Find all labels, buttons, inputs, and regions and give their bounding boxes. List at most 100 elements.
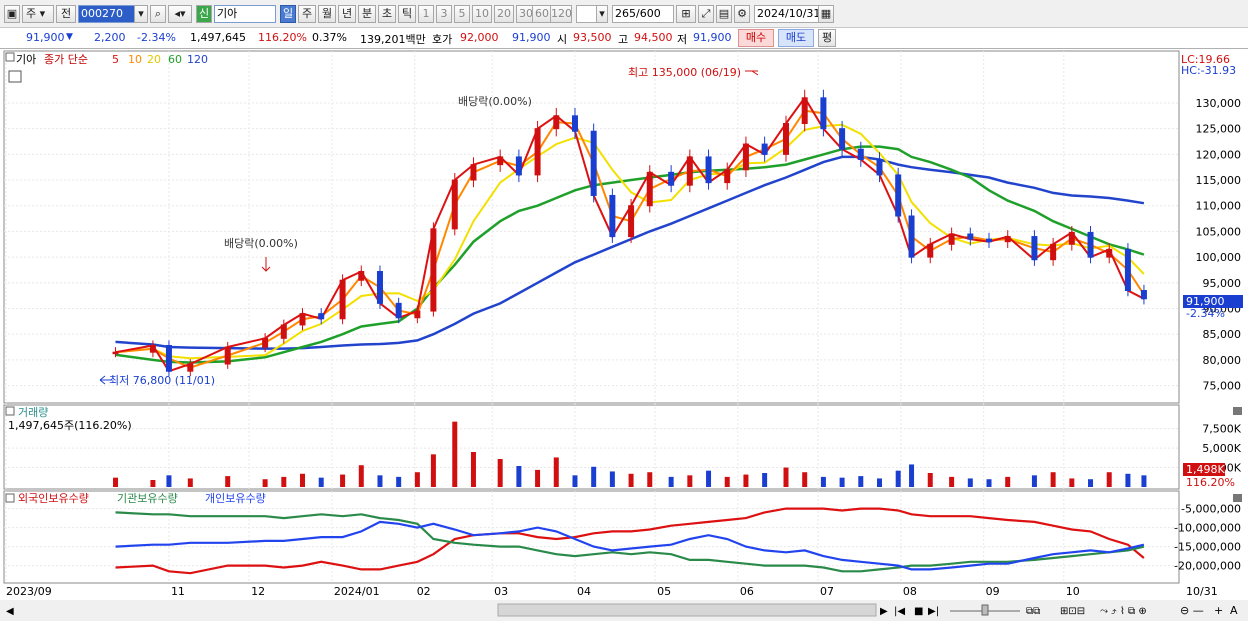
volume-menu-icon[interactable] (5, 406, 15, 416)
holder-tick-label: -15,000,000 (1174, 541, 1241, 554)
buy-button[interactable]: 매수 (738, 29, 774, 47)
candle-body (646, 171, 653, 207)
scroll-right-icon[interactable]: ▶ (880, 606, 888, 617)
zoom-slider-handle[interactable] (981, 604, 989, 616)
volume-bar (225, 476, 231, 487)
minute-1[interactable]: 1 (418, 5, 434, 23)
stock-name-field[interactable]: 기아 (214, 5, 276, 23)
draw-tool-icon[interactable]: ⤢ (698, 5, 714, 23)
volume-close-icon[interactable] (1233, 407, 1242, 415)
nav-first-icon[interactable]: |◀ (894, 606, 905, 617)
minute-120[interactable]: 120 (550, 5, 572, 23)
price-tick-label: 80,000 (1203, 354, 1242, 367)
candle-body (948, 233, 955, 245)
date-field[interactable]: 2024/10/31 (754, 5, 824, 23)
minute-dropdown-icon[interactable]: ▾ (596, 5, 608, 23)
volume-bar (909, 464, 915, 487)
date-tick-label: 09 (986, 585, 1000, 598)
date-tick-label: 05 (657, 585, 671, 598)
candle-body (742, 143, 749, 171)
volume-bar (1141, 475, 1147, 487)
ma-legend-10: 10 (128, 53, 142, 66)
dividend-arrow-icon (261, 257, 271, 272)
minute-60[interactable]: 60 (532, 5, 552, 23)
candle-body (908, 215, 915, 258)
last-volume-label: 1,498K (1186, 463, 1225, 476)
minute-10[interactable]: 10 (472, 5, 492, 23)
speaker-icon[interactable]: ◂▾ (168, 5, 192, 23)
gear-icon[interactable]: ⚙ (734, 5, 750, 23)
volume-bar (430, 454, 436, 487)
sell-button[interactable]: 매도 (778, 29, 814, 47)
code-input[interactable]: 000270 (78, 5, 136, 23)
candle-body (590, 130, 597, 196)
count-field[interactable]: 265/600 (612, 5, 674, 23)
date-tick-label: 12 (251, 585, 265, 598)
period-day[interactable]: 일 (280, 5, 296, 23)
candle-type-icon[interactable]: ⊞ (676, 5, 696, 23)
drawing-tools-icon[interactable]: ⤳ ⤴ ⌇ ⧉ ⊕ (1100, 606, 1147, 617)
window-icon[interactable]: ▣ (4, 5, 20, 23)
holder-line-2 (115, 520, 1145, 571)
period-year[interactable]: 년 (338, 5, 356, 23)
volume-bar (895, 470, 901, 487)
scrollbar-thumb[interactable] (497, 603, 877, 617)
nav-last-icon[interactable]: ▶| (928, 606, 939, 617)
volume-bar (452, 421, 458, 487)
chart-area[interactable]: 130,000125,000120,000115,000110,000105,0… (0, 49, 1248, 621)
volume-bar (591, 466, 597, 487)
code-dropdown-icon[interactable]: ▾ (134, 5, 148, 23)
market-select[interactable]: 주 ▾ (22, 5, 54, 23)
calendar-icon[interactable]: ▦ (818, 5, 834, 23)
candle-body (1106, 248, 1113, 258)
price-tick-label: 100,000 (1196, 251, 1242, 264)
layout-icon[interactable]: ⧉⧉ (1026, 606, 1040, 617)
volume-bar (743, 474, 749, 487)
toolset-icon[interactable]: ⊞⊡⊟ (1060, 606, 1085, 617)
volume-bar (535, 469, 541, 487)
volume-bar (609, 471, 615, 487)
date-tick-label: 04 (577, 585, 591, 598)
zoom-out-icon[interactable]: ⊖ — (1180, 604, 1204, 617)
volume-bar (377, 475, 383, 487)
low-annotation: 최저 76,800 (11/01) (109, 374, 215, 387)
period-week[interactable]: 주 (298, 5, 316, 23)
ma-line-10 (115, 109, 1145, 369)
volume-bar (414, 472, 420, 487)
period-tick[interactable]: 틱 (398, 5, 416, 23)
volume-bar (858, 476, 864, 487)
hc-label: HC:-31.93 (1181, 64, 1236, 77)
holder-menu-icon[interactable] (5, 493, 15, 503)
candle-body (686, 156, 693, 186)
holder-close-icon[interactable] (1233, 494, 1242, 502)
candle-body (668, 171, 675, 186)
market-select-label: 주 (26, 7, 37, 20)
price-tick-label: 115,000 (1196, 174, 1242, 187)
eval-button[interactable]: 평 (818, 29, 836, 47)
minute-20[interactable]: 20 (494, 5, 514, 23)
period-month[interactable]: 월 (318, 5, 336, 23)
zoom-in-icon[interactable]: + (1214, 604, 1223, 617)
scroll-left-icon[interactable]: ◀ (6, 606, 14, 617)
minute-5[interactable]: 5 (454, 5, 470, 23)
save-icon[interactable]: ▤ (716, 5, 732, 23)
low-marker-icon (99, 375, 112, 385)
text-size-icon[interactable]: A (1230, 604, 1238, 617)
minute-3[interactable]: 3 (436, 5, 452, 23)
date-tick-label: 06 (740, 585, 754, 598)
period-minute[interactable]: 분 (358, 5, 376, 23)
volume-bar (820, 476, 826, 487)
table-toggle-icon[interactable] (8, 70, 22, 83)
search-icon[interactable]: ⌕ (150, 5, 166, 23)
volume-bar (628, 473, 634, 487)
candle-body (857, 148, 864, 160)
ma-legend-prefix: 종가 단순 (44, 53, 88, 66)
stop-icon[interactable]: ■ (914, 606, 923, 617)
ma-line-60 (115, 145, 1145, 364)
prev-button[interactable]: 전 (56, 5, 76, 23)
candle-body (1087, 231, 1094, 258)
open-price: 93,500 (573, 31, 612, 44)
period-second[interactable]: 초 (378, 5, 396, 23)
panel-menu-icon[interactable] (5, 52, 15, 62)
last-volume-marker (1183, 463, 1225, 476)
